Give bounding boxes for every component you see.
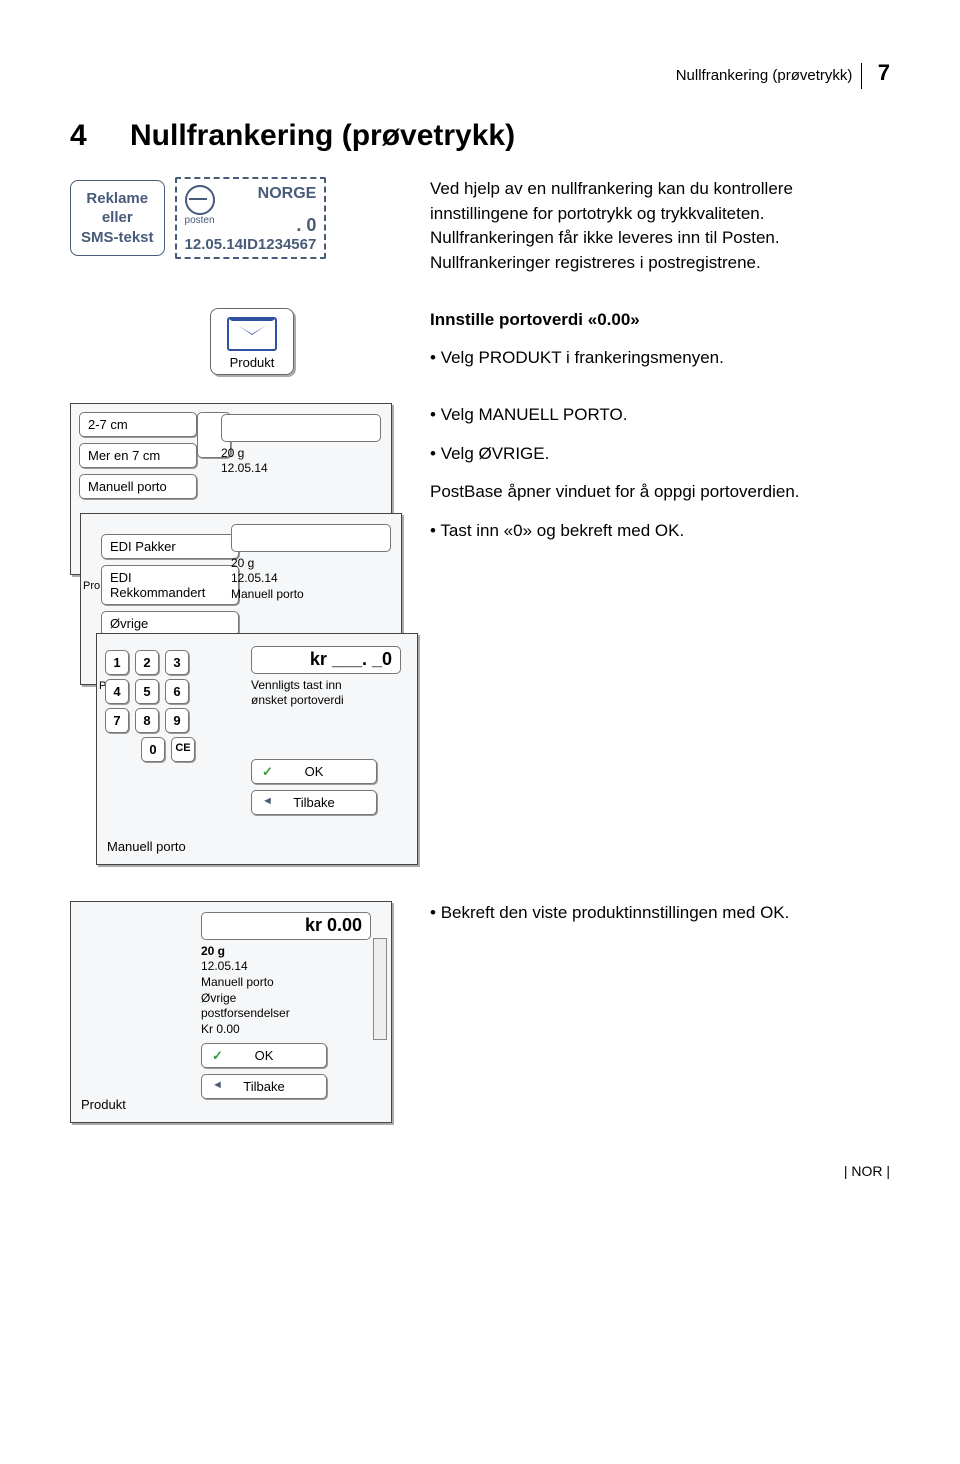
cut-label: Pro	[83, 580, 100, 592]
key-4[interactable]: 4	[105, 679, 129, 704]
section-title: Nullfrankering (prøvetrykk)	[130, 119, 515, 153]
key-5[interactable]: 5	[135, 679, 159, 704]
page-number: 7	[878, 60, 890, 85]
screens-stack: 2-7 cm Mer en 7 cm Manuell porto 20 g 12…	[70, 403, 410, 883]
option-mer-7cm[interactable]: Mer en 7 cm	[79, 443, 197, 468]
weight-label: 20 g	[231, 556, 391, 572]
key-7[interactable]: 7	[105, 708, 129, 733]
bottom-mode-label: Manuell porto	[107, 839, 186, 854]
produkt-label: Produkt	[217, 355, 287, 370]
hint-line: ønsket portoverdi	[251, 693, 401, 709]
key-3[interactable]: 3	[165, 650, 189, 675]
kr-entry-field: kr ___. _0	[251, 646, 401, 674]
header-divider	[861, 63, 862, 89]
intro-paragraph: Ved hjelp av en nullfrankering kan du ko…	[430, 177, 890, 276]
weight-label: 20 g	[221, 446, 381, 462]
page-footer: | NOR |	[70, 1163, 890, 1179]
postbase-paragraph: PostBase åpner vinduet for å oppgi porto…	[430, 480, 890, 505]
reklame-line: Reklame	[81, 189, 154, 209]
weight-label: 20 g	[201, 944, 371, 960]
key-8[interactable]: 8	[135, 708, 159, 733]
ok-button[interactable]: OK	[251, 759, 377, 784]
envelope-icon	[227, 317, 277, 351]
back-button[interactable]: Tilbake	[201, 1074, 327, 1099]
date-label: 12.05.14	[201, 959, 371, 975]
bullet-bekreft: Bekreft den viste produktinnstillingen m…	[430, 901, 890, 926]
screen-keypad: Pro 1 2 3 4 5 6 7 8 9	[96, 633, 418, 865]
stamp-id: ID1234567	[243, 236, 316, 253]
info-line: postforsendelser	[201, 1006, 371, 1022]
bullet-tast-inn: Tast inn «0» og bekreft med OK.	[430, 519, 890, 544]
key-6[interactable]: 6	[165, 679, 189, 704]
date-label: 12.05.14	[231, 571, 391, 587]
mode-label: Manuell porto	[231, 587, 391, 603]
step-bullet: Velg PRODUKT i frankeringsmenyen.	[430, 346, 890, 371]
stamp-illustration: Reklame eller SMS-tekst NORGE posten . 0…	[70, 177, 430, 259]
key-1[interactable]: 1	[105, 650, 129, 675]
option-2-7cm[interactable]: 2-7 cm	[79, 412, 197, 437]
back-button[interactable]: Tilbake	[251, 790, 377, 815]
section-number: 4	[70, 119, 130, 153]
step-heading: Innstille portoverdi «0.00»	[430, 308, 890, 333]
info-line: Kr 0.00	[201, 1022, 371, 1038]
key-ce[interactable]: CE	[171, 737, 195, 762]
footer-lang: NOR	[851, 1163, 882, 1179]
running-title: Nullfrankering (prøvetrykk)	[676, 67, 853, 84]
info-line: Øvrige	[201, 991, 371, 1007]
produkt-label: Produkt	[81, 1097, 126, 1112]
stamp-posten: posten	[185, 215, 215, 236]
stamp-frame: NORGE posten . 0 12.05.14 ID1234567	[175, 177, 327, 259]
hint-line: Vennligts tast inn	[251, 678, 401, 694]
reklame-line: eller	[81, 208, 154, 228]
bullet-manuell-porto: Velg MANUELL PORTO.	[430, 403, 890, 428]
section-heading: 4 Nullfrankering (prøvetrykk)	[70, 119, 890, 153]
scrollbar[interactable]	[373, 938, 387, 1040]
value-display	[231, 524, 391, 552]
page-header: Nullfrankering (prøvetrykk) 7	[70, 60, 890, 89]
stamp-country: NORGE	[258, 185, 317, 203]
key-0[interactable]: 0	[141, 737, 165, 762]
produkt-menu-icon: Produkt	[210, 308, 294, 375]
info-line: Manuell porto	[201, 975, 371, 991]
key-2[interactable]: 2	[135, 650, 159, 675]
screen-confirm: kr 0.00 20 g 12.05.14 Manuell porto Øvri…	[70, 901, 392, 1123]
option-edi-rekk[interactable]: EDI Rekkommandert	[101, 565, 239, 605]
numeric-keypad: 1 2 3 4 5 6 7 8 9	[105, 646, 195, 766]
reklame-box: Reklame eller SMS-tekst	[70, 180, 165, 257]
key-9[interactable]: 9	[165, 708, 189, 733]
posten-logo-icon	[185, 185, 215, 215]
bullet-ovrige: Velg ØVRIGE.	[430, 442, 890, 467]
kr-value: kr 0.00	[201, 912, 371, 940]
stamp-date: 12.05.14	[185, 236, 243, 253]
option-manuell-porto[interactable]: Manuell porto	[79, 474, 197, 499]
value-display	[221, 414, 381, 442]
option-edi-pakker[interactable]: EDI Pakker	[101, 534, 239, 559]
ok-button[interactable]: OK	[201, 1043, 327, 1068]
reklame-line: SMS-tekst	[81, 228, 154, 248]
stamp-zero: . 0	[296, 215, 316, 236]
date-label: 12.05.14	[221, 461, 381, 477]
